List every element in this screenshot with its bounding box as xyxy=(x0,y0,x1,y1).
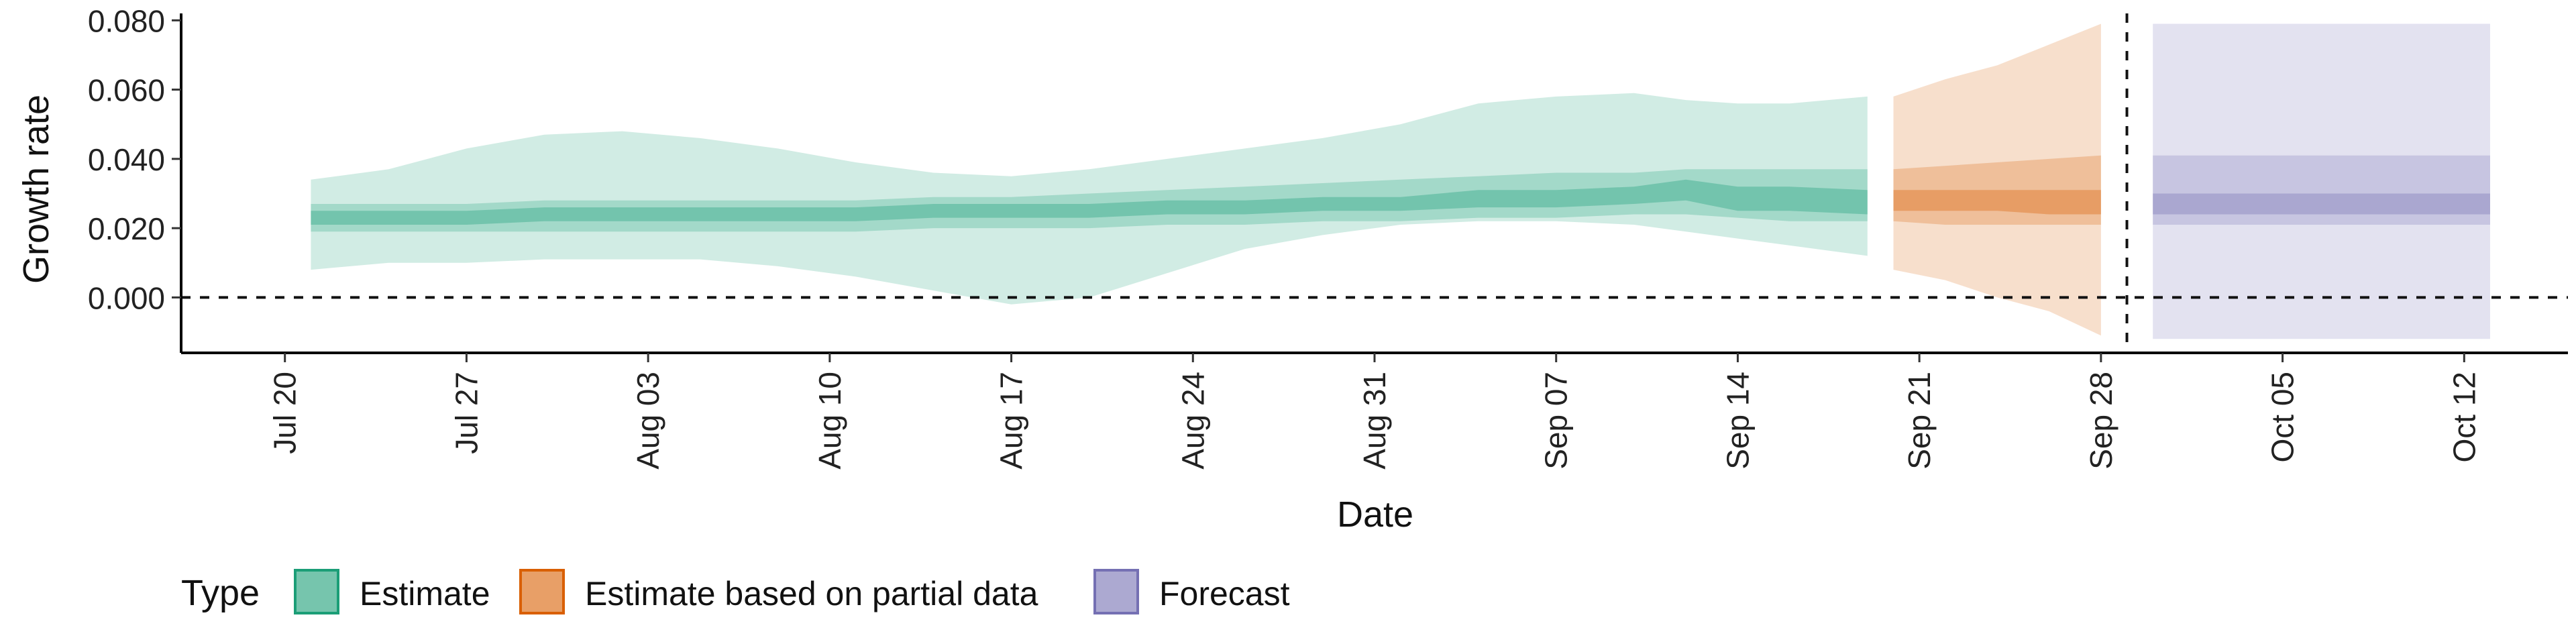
legend-item-2: Estimate based on partial data xyxy=(519,569,1038,614)
axes: 0.000 0.020 0.040 0.060 0.080 Jul 20 Jul 27 Aug… xyxy=(88,3,2568,470)
series-2-bands xyxy=(1893,23,2101,336)
legend-swatch xyxy=(1093,569,1139,614)
legend-title: Type xyxy=(181,573,260,613)
y-tick-label: 0.060 xyxy=(88,73,165,108)
legend-swatch xyxy=(294,569,339,614)
series-2-band-inner-20 xyxy=(1893,190,2101,215)
x-tick-label: Sep 21 xyxy=(1902,372,1937,470)
y-axis-title: Growth rate xyxy=(16,95,56,284)
legend-item-3: Forecast xyxy=(1093,569,1290,614)
series-3-band-inner-20 xyxy=(2153,193,2490,215)
x-tick-label: Jul 20 xyxy=(268,372,303,454)
x-tick-label: Aug 17 xyxy=(994,372,1029,470)
x-axis-title: Date xyxy=(1337,494,1413,535)
y-tick-label: 0.040 xyxy=(88,142,165,177)
reference-lines xyxy=(181,13,2568,353)
legend-swatch xyxy=(519,569,565,614)
series-1-band-inner-20 xyxy=(311,179,1868,225)
legend-label: Estimate xyxy=(360,575,490,612)
y-tick-label: 0.080 xyxy=(88,3,165,38)
x-tick-label: Aug 24 xyxy=(1175,372,1210,470)
series-1-bands xyxy=(311,93,1868,305)
x-tick-label: Oct 05 xyxy=(2265,372,2300,463)
x-tick-label: Aug 10 xyxy=(812,372,847,470)
x-tick-label: Oct 12 xyxy=(2447,372,2481,463)
x-tick-label: Sep 28 xyxy=(2084,372,2118,470)
x-tick-label: Aug 03 xyxy=(631,372,665,470)
x-tick-label: Jul 27 xyxy=(449,372,484,454)
x-tick-label: Sep 07 xyxy=(1539,372,1574,470)
y-tick-label: 0.020 xyxy=(88,211,165,246)
series-2-band-outer-90 xyxy=(1893,23,2101,336)
y-tick-label: 0.000 xyxy=(88,280,165,315)
series-3-bands xyxy=(2153,23,2490,339)
x-tick-label: Aug 31 xyxy=(1357,372,1392,470)
legend-item-1: Estimate xyxy=(294,569,490,614)
x-tick-label: Sep 14 xyxy=(1720,372,1755,470)
legend-label: Forecast xyxy=(1159,575,1290,612)
legend-label: Estimate based on partial data xyxy=(585,575,1038,612)
legend: Type Estimate Estimate based on partial da… xyxy=(181,569,1290,614)
series-1-band-mid-50 xyxy=(311,169,1868,232)
series-3-band-mid-50 xyxy=(2153,155,2490,225)
series-3-band-outer-90 xyxy=(2153,23,2490,339)
series-1-band-outer-90 xyxy=(311,93,1868,305)
series-2-band-mid-50 xyxy=(1893,155,2101,225)
uncertainty-bands xyxy=(311,23,2490,339)
